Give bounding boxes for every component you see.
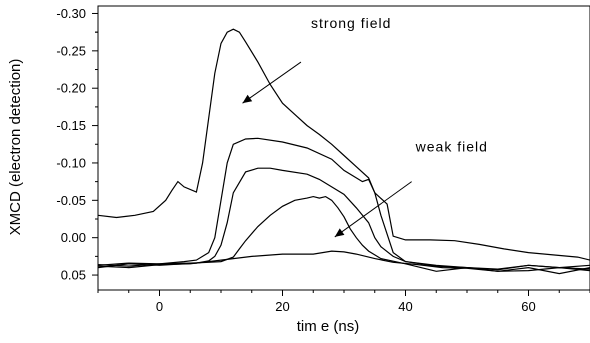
y-tick-label: -0.20 [56, 81, 86, 96]
annotation-label: strong field [311, 15, 391, 31]
x-tick-label: 40 [398, 299, 412, 314]
y-tick-label: -0.15 [56, 118, 86, 133]
y-tick-label: -0.10 [56, 155, 86, 170]
series-line-3 [97, 167, 590, 275]
series-line-4 [97, 195, 590, 272]
annotation-arrow-head [242, 94, 253, 104]
y-axis-title: XMCD (electron detection) [7, 59, 24, 236]
x-tick-label: 60 [521, 299, 535, 314]
series-line-5 [97, 250, 590, 272]
annotation-label: weak field [415, 139, 488, 155]
y-tick-label: -0.30 [56, 6, 86, 21]
y-tick-label: 0.05 [61, 268, 86, 283]
plot-frame [97, 5, 590, 291]
y-tick-label: 0.00 [61, 230, 86, 245]
annotation-arrow-head [334, 228, 345, 237]
annotation-arrow-line [334, 181, 412, 238]
annotation-arrow-line [242, 61, 302, 104]
series-line-1 [97, 28, 590, 261]
x-tick-label: 0 [156, 299, 163, 314]
x-axis-title: tim e (ns) [297, 318, 360, 335]
y-axis-title-group: XMCD (electron detection) [7, 59, 24, 236]
series-line-2 [97, 137, 590, 270]
y-tick-label: -0.25 [56, 43, 86, 58]
x-tick-label: 20 [275, 299, 289, 314]
y-tick-label: -0.05 [56, 193, 86, 208]
plot-area: 0 20 40 60 0.05 0.00 -0.05 -0.10 -0.15 -0.20 -0.25… [56, 5, 590, 314]
